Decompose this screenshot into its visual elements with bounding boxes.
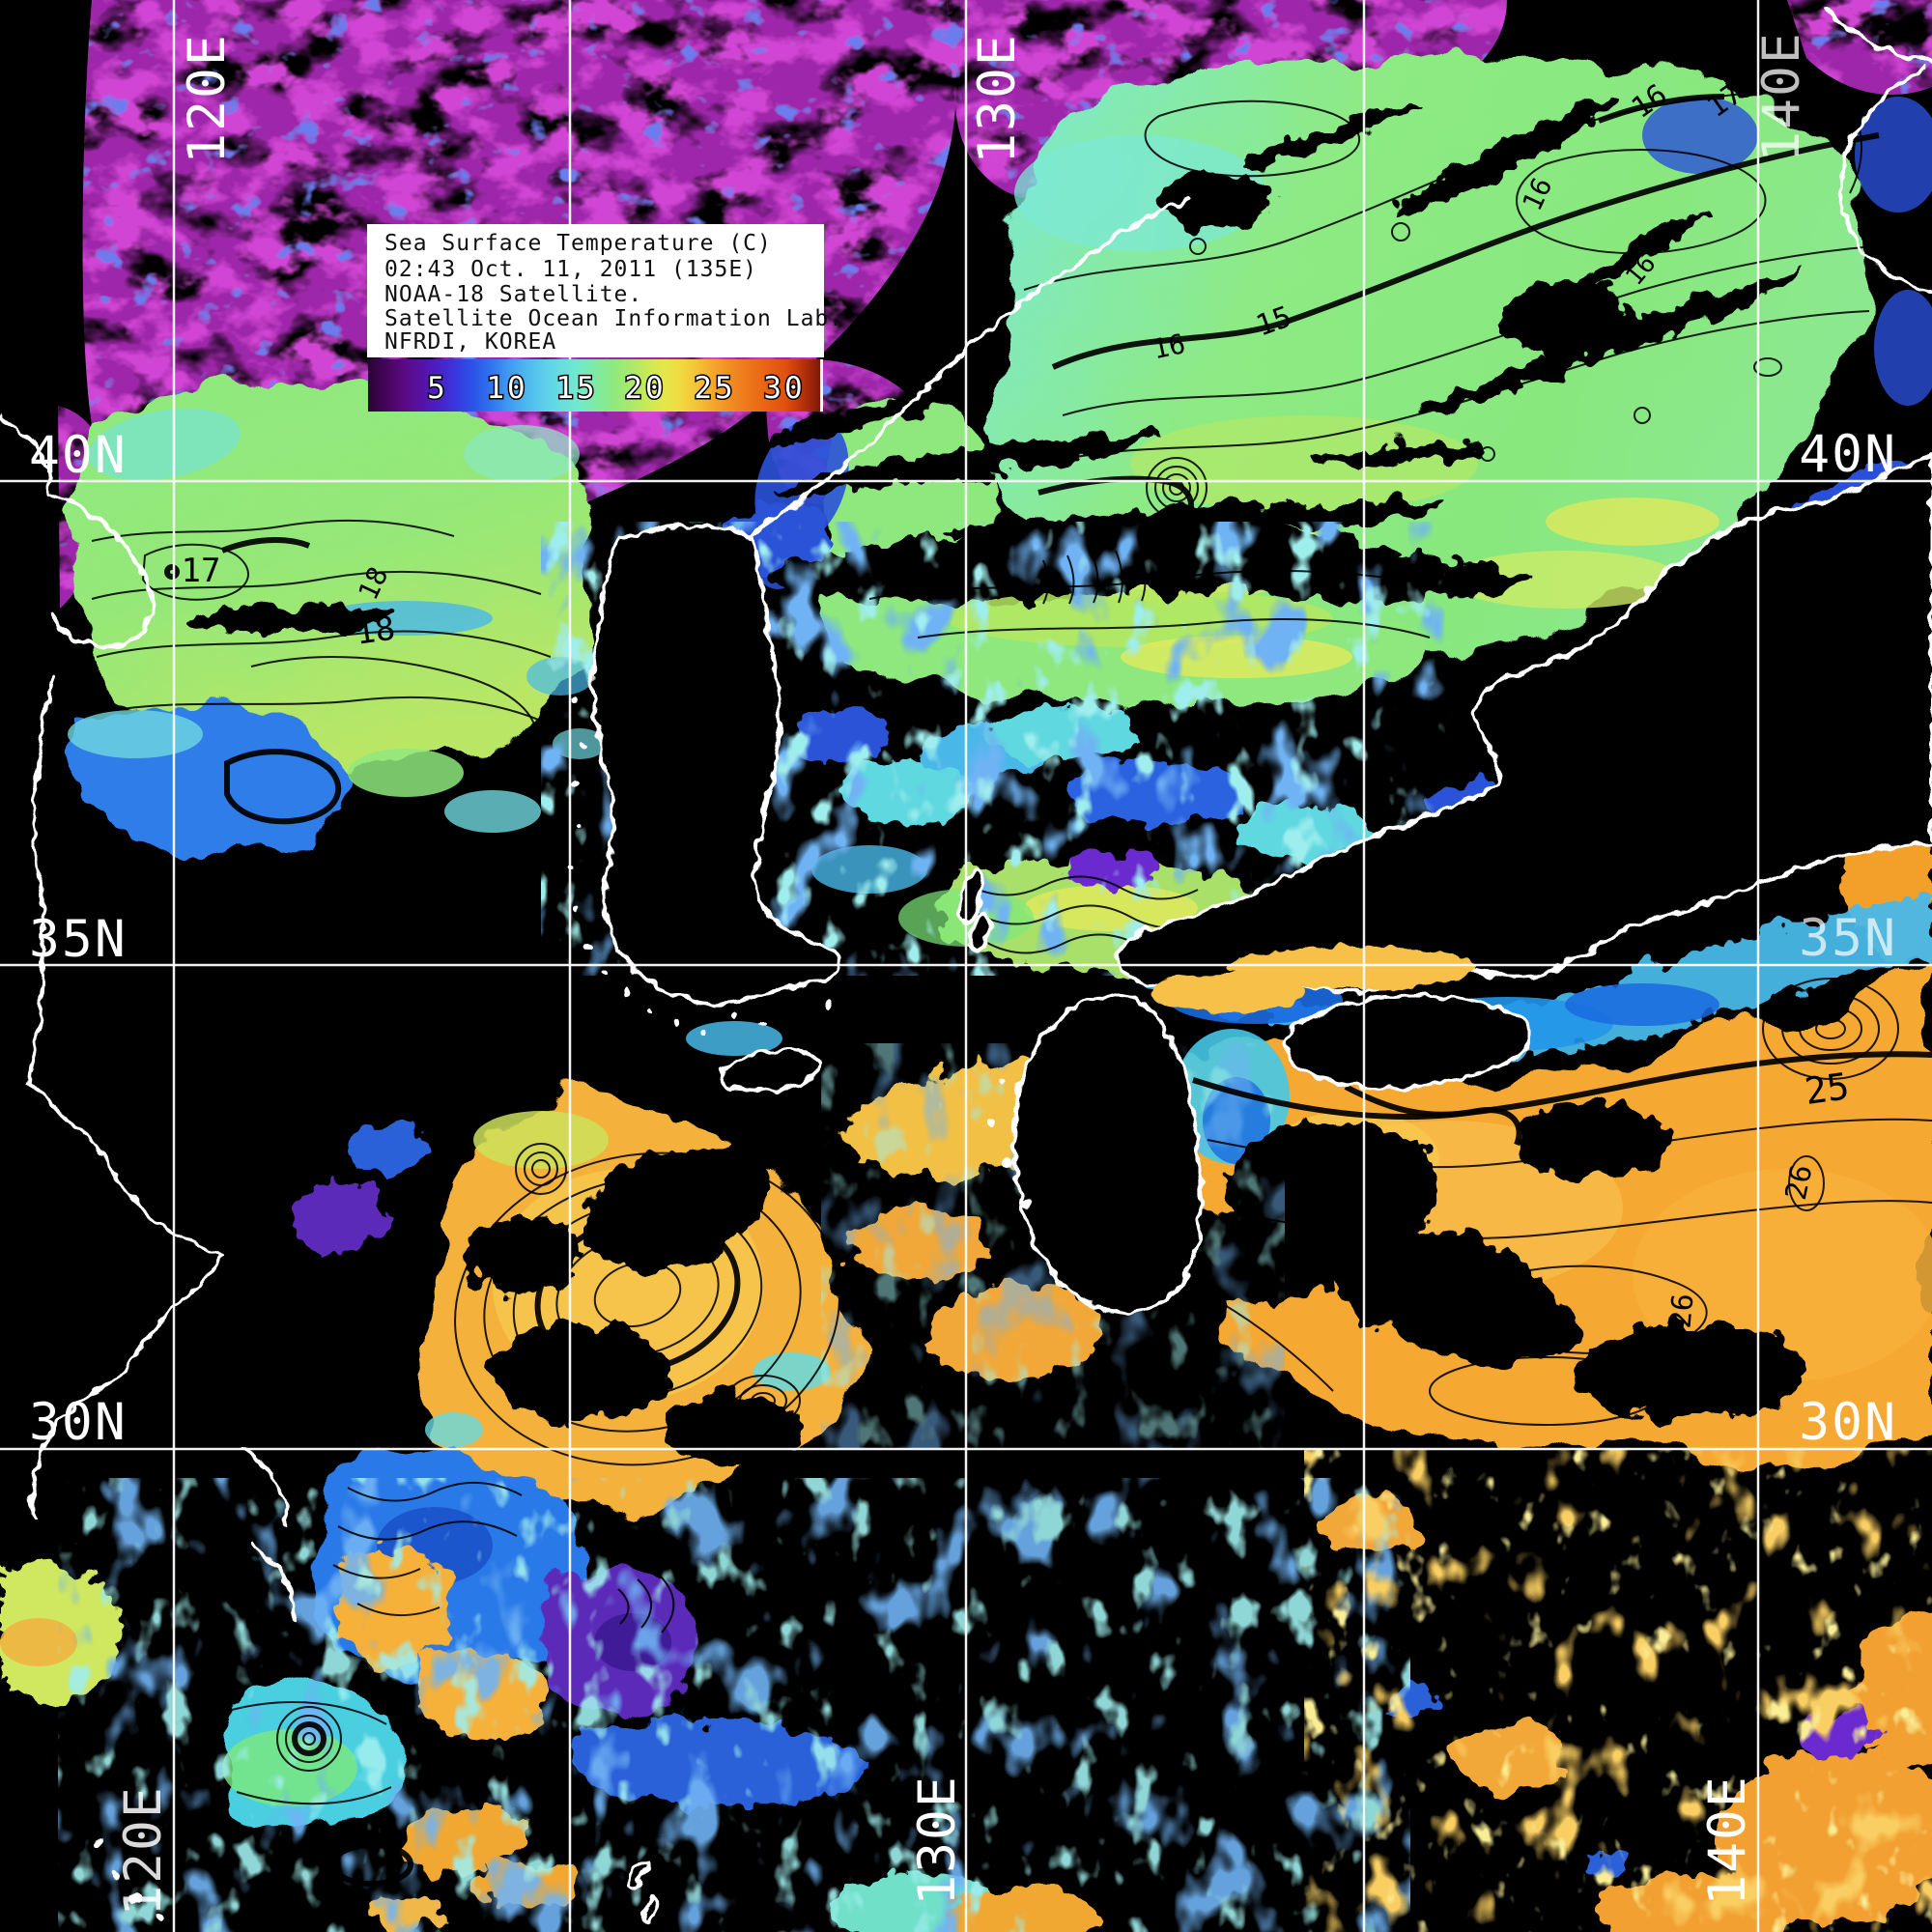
coastline-shikoku: [1284, 993, 1533, 1090]
colorbar-end-tick: [820, 359, 823, 412]
coastline-korea: [590, 524, 842, 1007]
contour-label: 16: [1150, 327, 1188, 365]
legend-box: [367, 224, 824, 357]
label-35n-left: 35N: [29, 910, 128, 969]
coastline-china: [0, 415, 224, 1519]
label-130e-bottom: 130E: [908, 1775, 967, 1906]
colorbar-ticks: 5 10 15 20 25 30: [426, 370, 805, 408]
coastline-okinawa: [627, 1860, 648, 1892]
label-35n-right: 35N: [1799, 909, 1897, 968]
legend-panel: Sea Surface Temperature (C) 02:43 Oct. 1…: [367, 224, 843, 412]
coastline-tsushima: [956, 869, 985, 923]
coastline-jeju: [719, 1047, 823, 1094]
coastline-honshu: [1115, 452, 1932, 995]
contour-label: 26: [1664, 1293, 1701, 1330]
coastline-zhejiang-islands: [240, 1447, 298, 1625]
coastlines: [0, 6, 1932, 1923]
contour-label: 18: [353, 609, 397, 652]
yellow-sea-field: [68, 379, 607, 855]
colorbar-tick-5: 5: [427, 371, 448, 406]
colorbar-tick-10: 10: [486, 371, 527, 406]
coastline-kyushu: [1011, 991, 1204, 1315]
label-30n-left: 30N: [29, 1393, 128, 1452]
coastline-primorye: [747, 196, 1190, 538]
label-130e-top: 130E: [968, 33, 1027, 164]
island-specks: [95, 698, 1030, 1922]
colorbar-tick-20: 20: [624, 371, 666, 406]
colorbar-tick-25: 25: [694, 371, 735, 406]
label-40n-left: 40N: [29, 426, 128, 485]
label-120e-bottom: 120E: [114, 1785, 173, 1917]
legend-org: NFRDI, KOREA: [384, 329, 556, 355]
graticule-labels: 120E 130E 140E 120E 130E 140E 40N 35N 30…: [29, 31, 1897, 1917]
label-30n-right: 30N: [1799, 1393, 1897, 1452]
contour-label: 25: [1802, 1065, 1851, 1113]
label-120e-top: 120E: [178, 33, 237, 164]
legend-title: Sea Surface Temperature (C): [384, 231, 772, 256]
coastline-hokkaido: [1824, 6, 1932, 295]
label-40n-right: 40N: [1799, 425, 1897, 484]
contour-label: 17: [182, 552, 221, 590]
label-140e-top: 140E: [1752, 31, 1811, 162]
colorbar-tick-15: 15: [555, 371, 597, 406]
colorbar-tick-30: 30: [763, 371, 805, 406]
legend-satellite: NOAA-18 Satellite.: [384, 282, 642, 307]
contour-lines: [86, 86, 1932, 1887]
legend-datetime: 02:43 Oct. 11, 2011 (135E): [384, 257, 757, 282]
contour-label: 26: [1779, 1162, 1820, 1204]
legend-lab: Satellite Ocean Information Lab.: [384, 306, 843, 331]
colorbar: [368, 359, 823, 412]
label-140e-bottom: 140E: [1698, 1775, 1757, 1906]
